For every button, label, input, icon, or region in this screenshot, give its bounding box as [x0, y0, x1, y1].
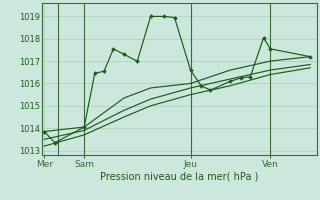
- X-axis label: Pression niveau de la mer( hPa ): Pression niveau de la mer( hPa ): [100, 172, 258, 182]
